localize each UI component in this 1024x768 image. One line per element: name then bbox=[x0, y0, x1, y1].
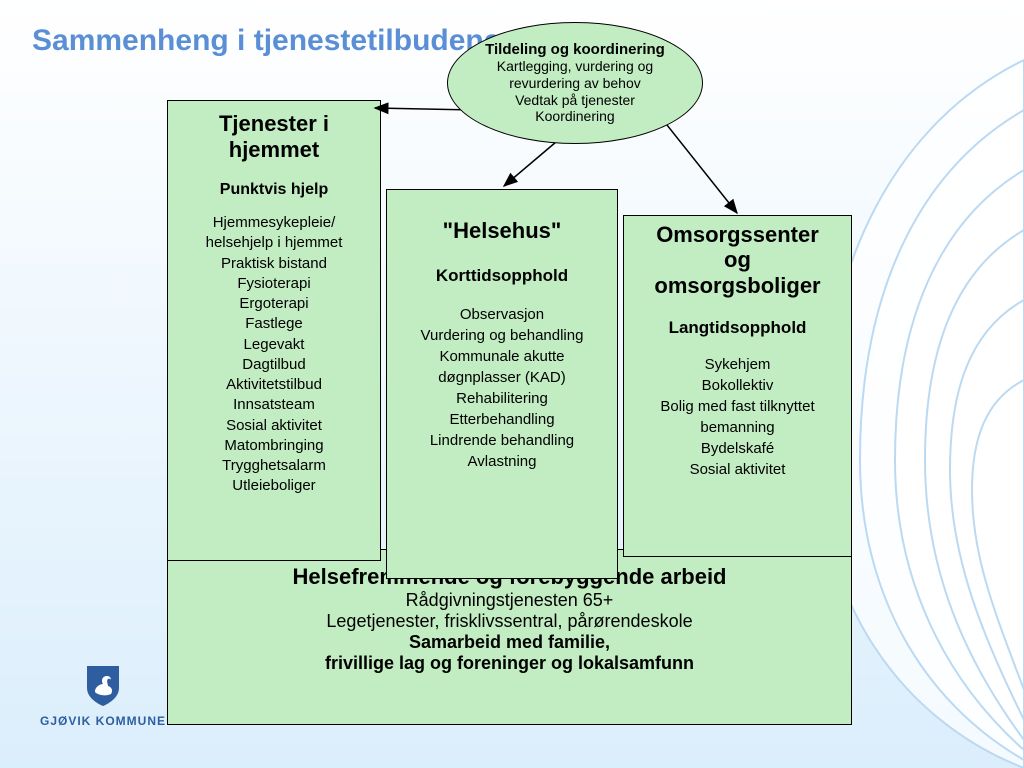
page-title: Sammenheng i tjenestetilbudene bbox=[32, 24, 500, 58]
list-item: Ergoterapi bbox=[168, 294, 380, 314]
list-item: Avlastning bbox=[387, 451, 617, 472]
box-home-items: Hjemmesykepleie/helsehjelp i hjemmetPrak… bbox=[168, 213, 380, 497]
list-item: Vedtak på tjenester bbox=[497, 92, 653, 109]
list-item: Dagtilbud bbox=[168, 355, 380, 375]
ellipse-coordination: Tildeling og koordinering Kartlegging, v… bbox=[447, 22, 703, 144]
list-item: Koordinering bbox=[497, 108, 653, 125]
list-item: Observasjon bbox=[387, 304, 617, 325]
list-item: Sosial aktivitet bbox=[168, 416, 380, 436]
list-item: Aktivitetstilbud bbox=[168, 375, 380, 395]
list-item: Lindrende behandling bbox=[387, 430, 617, 451]
list-item: Fastlege bbox=[168, 314, 380, 334]
logo-shield-icon bbox=[83, 664, 123, 708]
box-helsehus-items: ObservasjonVurdering og behandlingKommun… bbox=[387, 304, 617, 472]
list-item: Etterbehandling bbox=[387, 409, 617, 430]
box-home-services: Tjenester ihjemmet Punktvis hjelp Hjemme… bbox=[167, 100, 381, 561]
box-helsehus-sub: Korttidsopphold bbox=[387, 266, 617, 286]
logo: GJØVIK KOMMUNE bbox=[40, 664, 166, 728]
ellipse-items: Kartlegging, vurdering ogrevurdering av … bbox=[497, 58, 653, 125]
list-item: Kommunale akutte bbox=[387, 346, 617, 367]
list-item: Innsatsteam bbox=[168, 395, 380, 415]
list-item: døgnplasser (KAD) bbox=[387, 367, 617, 388]
box-home-heading: Tjenester ihjemmet bbox=[168, 111, 380, 163]
list-item: Legevakt bbox=[168, 335, 380, 355]
ellipse-heading: Tildeling og koordinering bbox=[485, 41, 665, 58]
list-item: Bolig med fast tilknyttet bbox=[624, 396, 851, 417]
box-base-line: frivillige lag og foreninger og lokalsam… bbox=[168, 653, 851, 674]
box-base-line: Samarbeid med familie, bbox=[168, 632, 851, 653]
list-item: Sykehjem bbox=[624, 354, 851, 375]
list-item: helsehjelp i hjemmet bbox=[168, 233, 380, 253]
list-item: Sosial aktivitet bbox=[624, 459, 851, 480]
box-home-sub: Punktvis hjelp bbox=[168, 181, 380, 199]
list-item: Rehabilitering bbox=[387, 388, 617, 409]
list-item: Hjemmesykepleie/ bbox=[168, 213, 380, 233]
box-omsorg: Omsorgssenterogomsorgsboliger Langtidsop… bbox=[623, 215, 852, 557]
list-item: revurdering av behov bbox=[497, 75, 653, 92]
list-item: bemanning bbox=[624, 417, 851, 438]
list-item: Bydelskafé bbox=[624, 438, 851, 459]
box-omsorg-heading: Omsorgssenterogomsorgsboliger bbox=[624, 222, 851, 298]
list-item: Kartlegging, vurdering og bbox=[497, 58, 653, 75]
box-helsehus-heading: "Helsehus" bbox=[387, 218, 617, 244]
list-item: Vurdering og behandling bbox=[387, 325, 617, 346]
box-base-line: Legetjenester, frisklivssentral, pårøren… bbox=[168, 611, 851, 632]
box-omsorg-sub: Langtidsopphold bbox=[624, 318, 851, 338]
box-omsorg-items: SykehjemBokollektivBolig med fast tilkny… bbox=[624, 354, 851, 480]
list-item: Fysioterapi bbox=[168, 274, 380, 294]
list-item: Praktisk bistand bbox=[168, 254, 380, 274]
slide: Sammenheng i tjenestetilbudene Helsefrem… bbox=[0, 0, 1024, 768]
list-item: Bokollektiv bbox=[624, 375, 851, 396]
box-base-line: Rådgivningstjenesten 65+ bbox=[168, 590, 851, 611]
list-item: Matombringing bbox=[168, 436, 380, 456]
box-base-lines: Rådgivningstjenesten 65+Legetjenester, f… bbox=[168, 590, 851, 674]
list-item: Utleieboliger bbox=[168, 476, 380, 496]
logo-text: GJØVIK KOMMUNE bbox=[40, 714, 166, 728]
list-item: Trygghetsalarm bbox=[168, 456, 380, 476]
box-helsehus: "Helsehus" Korttidsopphold ObservasjonVu… bbox=[386, 189, 618, 579]
